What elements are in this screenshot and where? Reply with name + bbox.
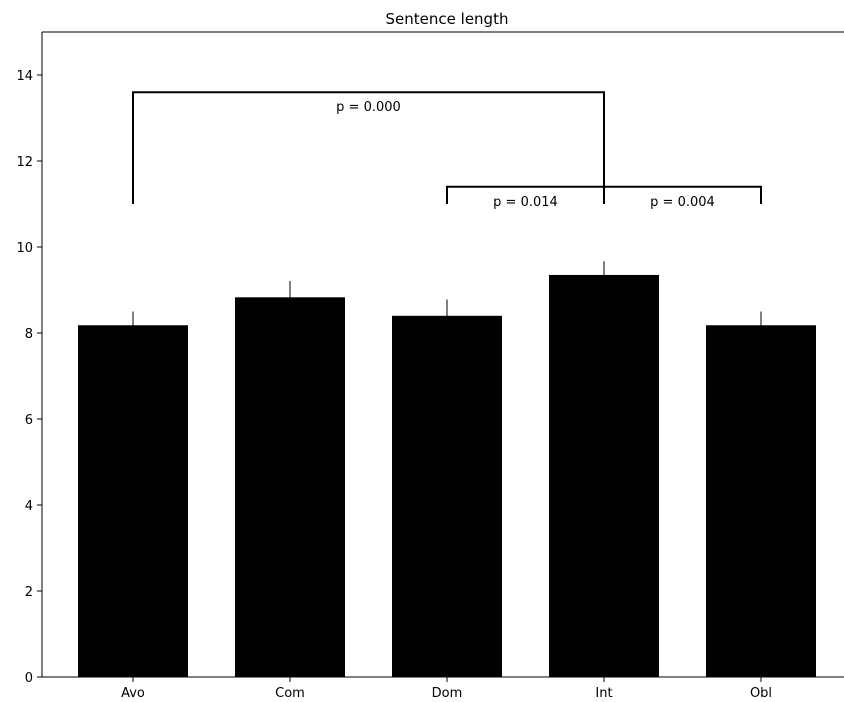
bar-int: [549, 274, 659, 677]
y-tick-label: 10: [16, 241, 33, 256]
bar-com: [235, 297, 345, 677]
p-value-label: p = 0.014: [493, 195, 558, 210]
bars-group: [78, 274, 816, 677]
y-tick-label: 6: [25, 413, 33, 428]
error-bars-group: [132, 261, 762, 340]
y-tick-label: 12: [16, 155, 33, 170]
x-tick-label: Int: [595, 686, 612, 701]
y-tick-label: 8: [25, 327, 33, 342]
y-tick-label: 0: [25, 671, 33, 686]
y-tick-label: 2: [25, 585, 33, 600]
chart-title: Sentence length: [386, 10, 509, 28]
x-tick-label: Com: [275, 686, 305, 701]
x-tick-label: Avo: [121, 686, 145, 701]
significance-bracket: [603, 185, 762, 204]
y-tick-label: 14: [16, 69, 33, 84]
bar-avo: [78, 325, 188, 677]
p-value-label: p = 0.000: [336, 100, 401, 115]
significance-bracket: [132, 91, 605, 204]
x-tick-label: Obl: [750, 686, 772, 701]
axes-group: 0 2 4 6 8 10 12 14 Avo Com Dom Int Obl: [16, 31, 844, 701]
bar-dom: [392, 315, 502, 677]
y-tick-label: 4: [25, 499, 33, 514]
significance-annotations: p = 0.000 p = 0.014 p = 0.004: [132, 91, 762, 210]
x-tick-label: Dom: [432, 686, 463, 701]
bar-obl: [706, 325, 816, 677]
p-value-label: p = 0.004: [650, 195, 715, 210]
